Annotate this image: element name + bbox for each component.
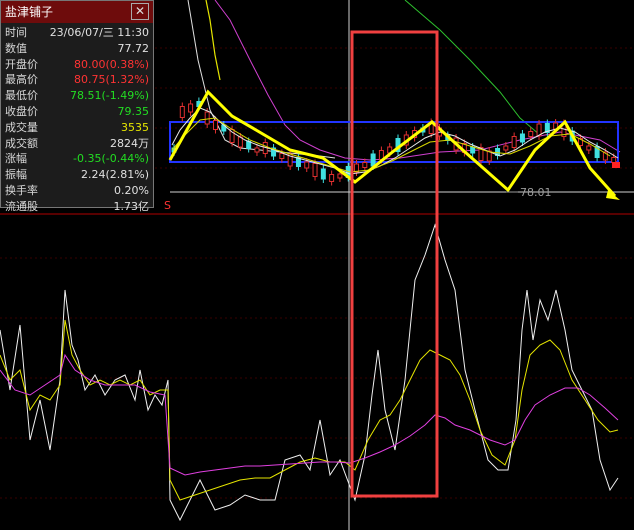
candle-body xyxy=(337,173,343,179)
candle-body xyxy=(503,145,509,151)
info-row: 振幅 2.24(2.81%) xyxy=(1,167,153,183)
info-row-label: 最高价 xyxy=(5,73,38,87)
info-row-label: 成交额 xyxy=(5,136,38,150)
info-row-value: 80.00(0.38%) xyxy=(73,57,149,71)
info-row-value: 0.20% xyxy=(114,183,149,197)
candle-body xyxy=(578,138,584,146)
zigzag-line xyxy=(168,89,617,197)
candle-body xyxy=(295,157,301,167)
indicator-line-yellow xyxy=(0,319,619,501)
candle-body xyxy=(188,103,194,113)
candle-body xyxy=(586,145,592,151)
info-row-label: 振幅 xyxy=(5,168,27,182)
info-rows: 时间 23/06/07/三 11:30 数值 77.72 开盘价 80.00(0.38%)… xyxy=(1,25,153,215)
price-level-label: 78.01 xyxy=(520,186,552,199)
info-row-label: 最低价 xyxy=(5,89,38,103)
sell-marker-label: S xyxy=(164,199,171,212)
price-marker xyxy=(612,162,620,168)
info-row: 最低价 78.51(-1.49%) xyxy=(1,88,153,104)
candle-body xyxy=(536,123,542,137)
indicator-line-white xyxy=(0,223,619,522)
highlight-box xyxy=(350,30,439,498)
candle-body xyxy=(544,123,550,133)
candle-body xyxy=(511,136,517,148)
info-row-label: 流通股 xyxy=(5,199,38,213)
candle-body xyxy=(486,150,492,162)
stock-info-panel[interactable]: 盐津铺子 ✕ 时间 23/06/07/三 11:30 数值 77.72 开盘价 80.00… xyxy=(0,0,154,213)
info-row-label: 开盘价 xyxy=(5,57,38,71)
candle-body xyxy=(179,106,185,118)
info-row: 数值 77.72 xyxy=(1,41,153,57)
candle-body xyxy=(304,161,310,169)
info-row-value: 77.72 xyxy=(117,41,150,55)
info-row-label: 数值 xyxy=(5,41,27,55)
info-row-value: 80.75(1.32%) xyxy=(73,73,149,87)
info-row-value: 23/06/07/三 11:30 xyxy=(49,26,149,39)
info-row-value: 3535 xyxy=(121,120,149,134)
info-row-label: 时间 xyxy=(5,26,27,39)
info-row-value: 1.73亿 xyxy=(113,199,150,213)
candle-body xyxy=(312,163,318,177)
arrow-head-icon xyxy=(606,190,620,200)
info-row-value: 79.35 xyxy=(117,104,150,118)
ma-line-yellow-top xyxy=(205,0,221,81)
info-row: 成交额 2824万 xyxy=(1,136,153,152)
ma-line-green xyxy=(404,0,541,136)
info-row-label: 涨幅 xyxy=(5,152,27,166)
info-row-label: 收盘价 xyxy=(5,104,38,118)
candle-body xyxy=(279,153,285,159)
candle-body xyxy=(204,111,210,125)
info-row: 时间 23/06/07/三 11:30 xyxy=(1,25,153,41)
info-row: 换手率 0.20% xyxy=(1,183,153,199)
candle-body xyxy=(594,146,600,158)
candle-body xyxy=(362,162,368,168)
candle-body xyxy=(320,168,326,180)
info-row-label: 成交量 xyxy=(5,120,38,134)
candle-body xyxy=(611,157,617,163)
panel-title: 盐津铺子 xyxy=(1,1,153,23)
info-row-value: 78.51(-1.49%) xyxy=(70,89,149,103)
info-row: 最高价 80.75(1.32%) xyxy=(1,72,153,88)
candle-body xyxy=(254,147,260,153)
info-row-value: 2.24(2.81%) xyxy=(80,168,149,182)
info-row: 流通股 1.73亿 xyxy=(1,199,153,215)
ma-line-magenta xyxy=(214,0,621,161)
candle-body xyxy=(478,147,484,161)
info-row: 收盘价 79.35 xyxy=(1,104,153,120)
info-row-label: 换手率 xyxy=(5,183,38,197)
candle-body xyxy=(370,153,376,167)
candle-body xyxy=(329,174,335,182)
info-row-value: -0.35(-0.44%) xyxy=(73,152,149,166)
indicator-line-magenta xyxy=(0,353,619,476)
close-icon[interactable]: ✕ xyxy=(131,3,149,20)
info-row: 涨幅 -0.35(-0.44%) xyxy=(1,151,153,167)
info-row: 成交量 3535 xyxy=(1,120,153,136)
candle-body xyxy=(528,131,534,137)
candle-body xyxy=(212,120,218,130)
channel-box xyxy=(169,121,619,163)
info-row: 开盘价 80.00(0.38%) xyxy=(1,57,153,73)
candle-body xyxy=(470,146,476,154)
candle-body xyxy=(602,151,608,161)
info-row-value: 2824万 xyxy=(110,136,149,150)
candle-body xyxy=(354,163,360,173)
candlestick-series xyxy=(171,97,617,186)
candle-body xyxy=(519,133,525,143)
candle-body xyxy=(271,147,277,157)
ma-short-yellow xyxy=(171,117,611,173)
